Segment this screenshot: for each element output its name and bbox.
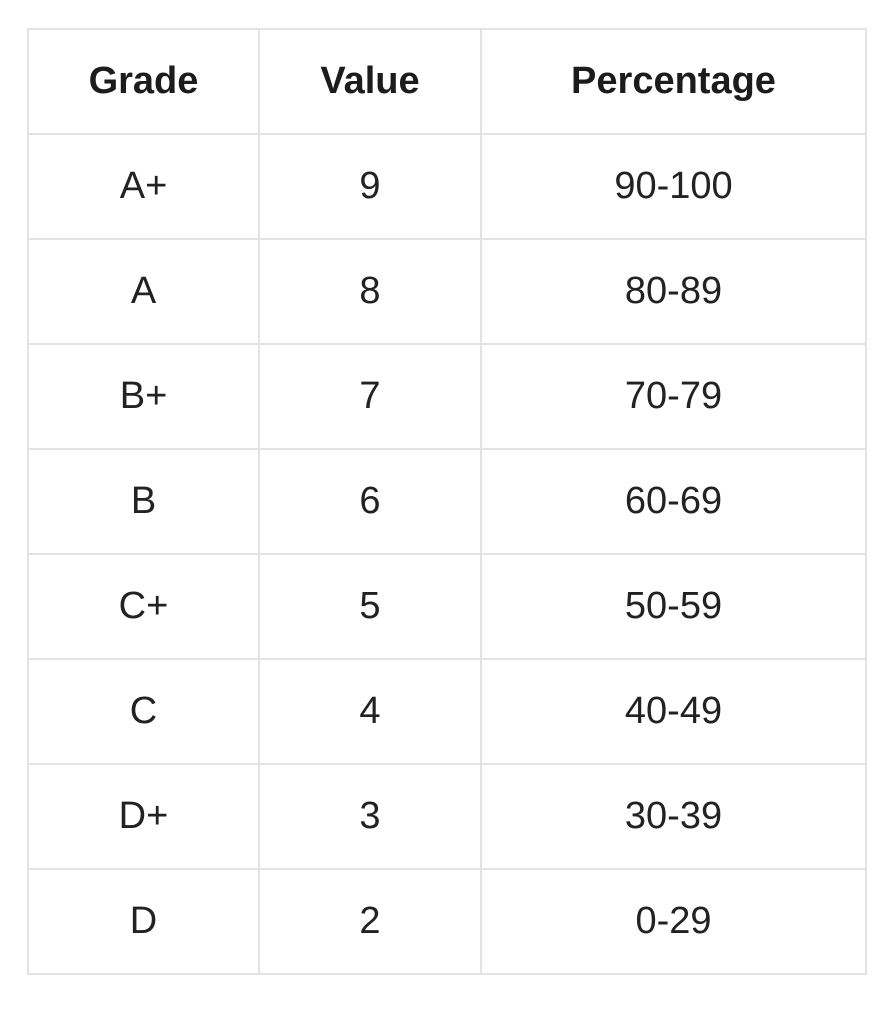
percentage-cell: 30-39 — [480, 763, 867, 870]
percentage-cell: 60-69 — [480, 448, 867, 555]
percentage-cell: 50-59 — [480, 553, 867, 660]
value-cell: 9 — [258, 133, 482, 240]
grade-cell: A+ — [27, 133, 260, 240]
grade-cell: A — [27, 238, 260, 345]
table-row: C 4 40-49 — [27, 658, 867, 765]
grade-cell: D+ — [27, 763, 260, 870]
table-row: B+ 7 70-79 — [27, 343, 867, 450]
table-row: A+ 9 90-100 — [27, 133, 867, 240]
value-cell: 3 — [258, 763, 482, 870]
grade-cell: C — [27, 658, 260, 765]
grade-cell: D — [27, 868, 260, 975]
value-cell: 2 — [258, 868, 482, 975]
value-cell: 5 — [258, 553, 482, 660]
percentage-cell: 70-79 — [480, 343, 867, 450]
value-cell: 7 — [258, 343, 482, 450]
grade-cell: B — [27, 448, 260, 555]
grade-cell: C+ — [27, 553, 260, 660]
table-row: D 2 0-29 — [27, 868, 867, 975]
percentage-cell: 90-100 — [480, 133, 867, 240]
table-row: C+ 5 50-59 — [27, 553, 867, 660]
value-cell: 4 — [258, 658, 482, 765]
value-cell: 6 — [258, 448, 482, 555]
grade-table: Grade Value Percentage A+ 9 90-100 A 8 8… — [27, 28, 867, 975]
header-percentage: Percentage — [480, 28, 867, 135]
table-row: D+ 3 30-39 — [27, 763, 867, 870]
percentage-cell: 0-29 — [480, 868, 867, 975]
table-row: B 6 60-69 — [27, 448, 867, 555]
grade-cell: B+ — [27, 343, 260, 450]
percentage-cell: 80-89 — [480, 238, 867, 345]
table-row: A 8 80-89 — [27, 238, 867, 345]
percentage-cell: 40-49 — [480, 658, 867, 765]
header-value: Value — [258, 28, 482, 135]
value-cell: 8 — [258, 238, 482, 345]
table-header-row: Grade Value Percentage — [27, 28, 867, 135]
header-grade: Grade — [27, 28, 260, 135]
